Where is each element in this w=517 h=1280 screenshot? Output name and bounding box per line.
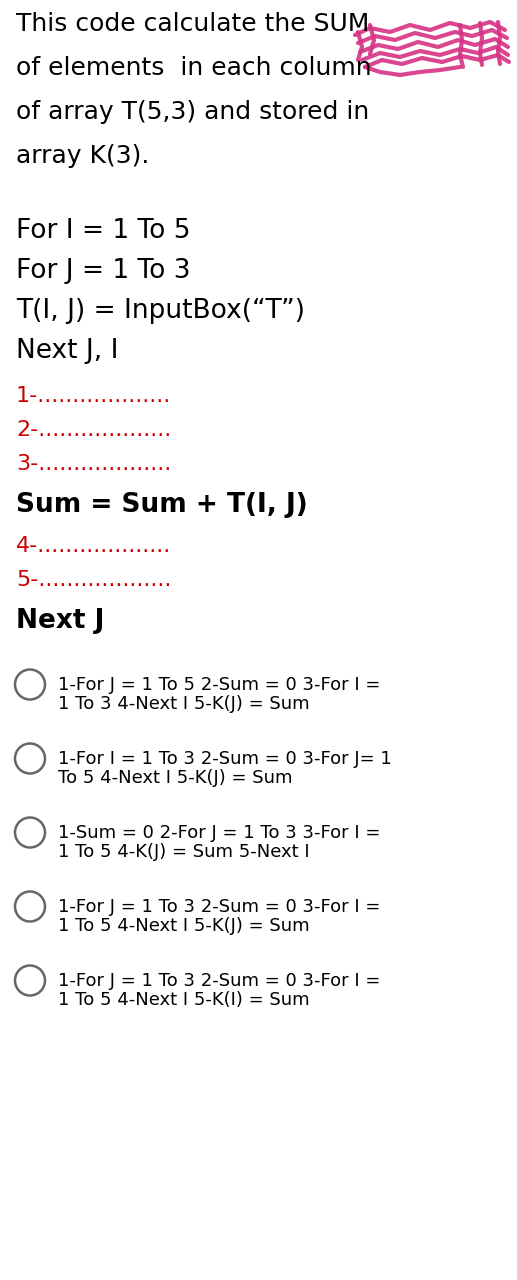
Text: 1 To 5 4-Next I 5-K(I) = Sum: 1 To 5 4-Next I 5-K(I) = Sum	[58, 991, 310, 1009]
Text: 2-...................: 2-...................	[16, 420, 171, 440]
Text: 1-For I = 1 To 3 2-Sum = 0 3-For J= 1: 1-For I = 1 To 3 2-Sum = 0 3-For J= 1	[58, 750, 392, 768]
Text: For J = 1 To 3: For J = 1 To 3	[16, 259, 190, 284]
Text: 1-For J = 1 To 3 2-Sum = 0 3-For I =: 1-For J = 1 To 3 2-Sum = 0 3-For I =	[58, 972, 381, 989]
Text: 1-For J = 1 To 3 2-Sum = 0 3-For I =: 1-For J = 1 To 3 2-Sum = 0 3-For I =	[58, 899, 381, 916]
Text: 3-...................: 3-...................	[16, 454, 171, 474]
Text: of array T(5,3) and stored in: of array T(5,3) and stored in	[16, 100, 369, 124]
Text: 4-...................: 4-...................	[16, 536, 171, 556]
Text: To 5 4-Next I 5-K(J) = Sum: To 5 4-Next I 5-K(J) = Sum	[58, 769, 293, 787]
Text: 1 To 3 4-Next I 5-K(J) = Sum: 1 To 3 4-Next I 5-K(J) = Sum	[58, 695, 310, 713]
Text: Sum = Sum + T(I, J): Sum = Sum + T(I, J)	[16, 492, 308, 518]
Text: 1-For J = 1 To 5 2-Sum = 0 3-For I =: 1-For J = 1 To 5 2-Sum = 0 3-For I =	[58, 676, 381, 694]
Text: T(I, J) = InputBox(“T”): T(I, J) = InputBox(“T”)	[16, 298, 305, 324]
Text: of elements  in each column: of elements in each column	[16, 56, 372, 79]
Text: Next J: Next J	[16, 608, 104, 634]
Text: This code calculate the SUM: This code calculate the SUM	[16, 12, 369, 36]
Text: Next J, I: Next J, I	[16, 338, 118, 364]
Text: 1-Sum = 0 2-For J = 1 To 3 3-For I =: 1-Sum = 0 2-For J = 1 To 3 3-For I =	[58, 824, 381, 842]
Text: 1 To 5 4-K(J) = Sum 5-Next I: 1 To 5 4-K(J) = Sum 5-Next I	[58, 844, 310, 861]
Text: 1-...................: 1-...................	[16, 387, 171, 406]
Text: 1 To 5 4-Next I 5-K(J) = Sum: 1 To 5 4-Next I 5-K(J) = Sum	[58, 916, 310, 934]
Text: array K(3).: array K(3).	[16, 143, 149, 168]
Text: For I = 1 To 5: For I = 1 To 5	[16, 218, 190, 244]
Text: 5-...................: 5-...................	[16, 570, 171, 590]
